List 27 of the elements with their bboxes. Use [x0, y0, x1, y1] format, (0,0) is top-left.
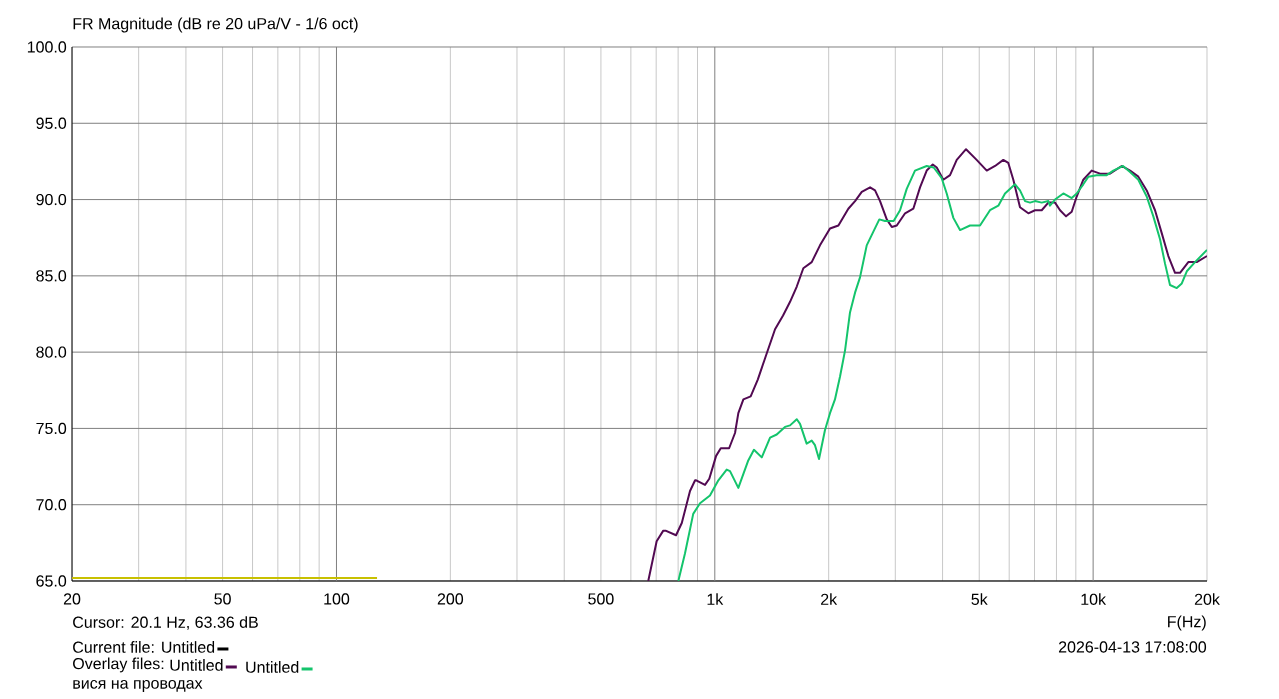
chart-title: FR Magnitude (dB re 20 uPa/V - 1/6 oct): [73, 17, 358, 33]
y-tick-label: 95.0: [36, 117, 67, 129]
x-tick-label: 20k: [1194, 593, 1220, 605]
y-tick-label: 75.0: [36, 422, 67, 435]
legend-label: Untitled: [246, 661, 299, 673]
x-tick-label: 200: [437, 593, 464, 605]
x-tick-label: 20: [63, 593, 81, 605]
text: Current file: Untitled: [73, 641, 215, 653]
x-tick-label: 5k: [971, 593, 988, 605]
x-tick-label: 10k: [1081, 593, 1107, 605]
x-tick-label: 2k: [821, 593, 838, 605]
x-tick-label: 100: [324, 593, 350, 605]
y-tick-label: 70.0: [36, 499, 67, 511]
y-tick-label: 100.0: [27, 41, 67, 53]
legend-label: Untitled: [170, 659, 223, 671]
text: Cursor: 20.1 Hz, 63.36 dB: [73, 616, 258, 630]
x-tick-label: 50: [214, 593, 231, 605]
y-tick-label: 65.0: [36, 575, 67, 587]
y-tick-label: 80.0: [36, 346, 67, 358]
legend-title: Overlay files:: [73, 657, 164, 673]
text: вися на проводах: [73, 680, 203, 692]
x-axis-title: F(Hz): [1168, 615, 1206, 631]
x-tick-label: 1k: [707, 593, 724, 605]
x-tick-label: 500: [588, 593, 614, 605]
y-tick-label: 90.0: [36, 193, 67, 206]
y-tick-label: 85.0: [36, 270, 67, 282]
text: 2026-04-13 17:08:00: [1058, 641, 1207, 653]
